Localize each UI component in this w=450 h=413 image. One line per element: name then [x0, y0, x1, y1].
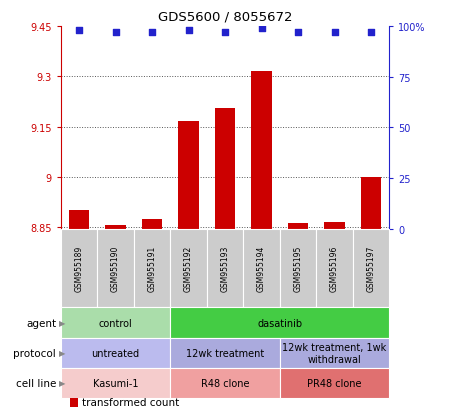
Bar: [252, 72, 271, 229]
Point: [258, 26, 265, 32]
Bar: [105, 226, 126, 229]
Point: [331, 30, 338, 36]
Text: agent: agent: [26, 318, 56, 328]
Text: 12wk treatment, 1wk
withdrawal: 12wk treatment, 1wk withdrawal: [283, 342, 387, 364]
Text: GSM955189: GSM955189: [75, 245, 84, 292]
Text: PR48 clone: PR48 clone: [307, 378, 362, 388]
Bar: [69, 211, 89, 229]
Text: untreated: untreated: [91, 348, 140, 358]
Text: GSM955194: GSM955194: [257, 245, 266, 292]
Point: [294, 30, 302, 36]
Text: GSM955190: GSM955190: [111, 245, 120, 292]
Bar: [288, 223, 308, 229]
Text: GSM955196: GSM955196: [330, 245, 339, 292]
Text: ▶: ▶: [58, 318, 65, 327]
Point: [76, 28, 83, 34]
Bar: [361, 177, 381, 229]
Text: GSM955192: GSM955192: [184, 245, 193, 292]
Bar: [324, 223, 345, 229]
Point: [185, 28, 192, 34]
Text: cell line: cell line: [16, 378, 56, 388]
Point: [221, 30, 229, 36]
Point: [148, 30, 156, 36]
Text: control: control: [99, 318, 132, 328]
Text: 12wk treatment: 12wk treatment: [186, 348, 264, 358]
Text: Kasumi-1: Kasumi-1: [93, 378, 138, 388]
Point: [112, 30, 119, 36]
Text: GSM955191: GSM955191: [148, 245, 157, 292]
Text: transformed count: transformed count: [82, 397, 180, 407]
Text: GSM955193: GSM955193: [220, 245, 230, 292]
Point: [367, 30, 374, 36]
Text: GSM955197: GSM955197: [366, 245, 375, 292]
Text: dasatinib: dasatinib: [257, 318, 302, 328]
Text: R48 clone: R48 clone: [201, 378, 249, 388]
Text: ▶: ▶: [58, 349, 65, 357]
Text: GSM955195: GSM955195: [293, 245, 302, 292]
Bar: [142, 219, 162, 229]
Bar: [179, 122, 198, 229]
Text: ▶: ▶: [58, 379, 65, 387]
Text: protocol: protocol: [14, 348, 56, 358]
Bar: [215, 109, 235, 229]
Text: GDS5600 / 8055672: GDS5600 / 8055672: [158, 10, 292, 23]
